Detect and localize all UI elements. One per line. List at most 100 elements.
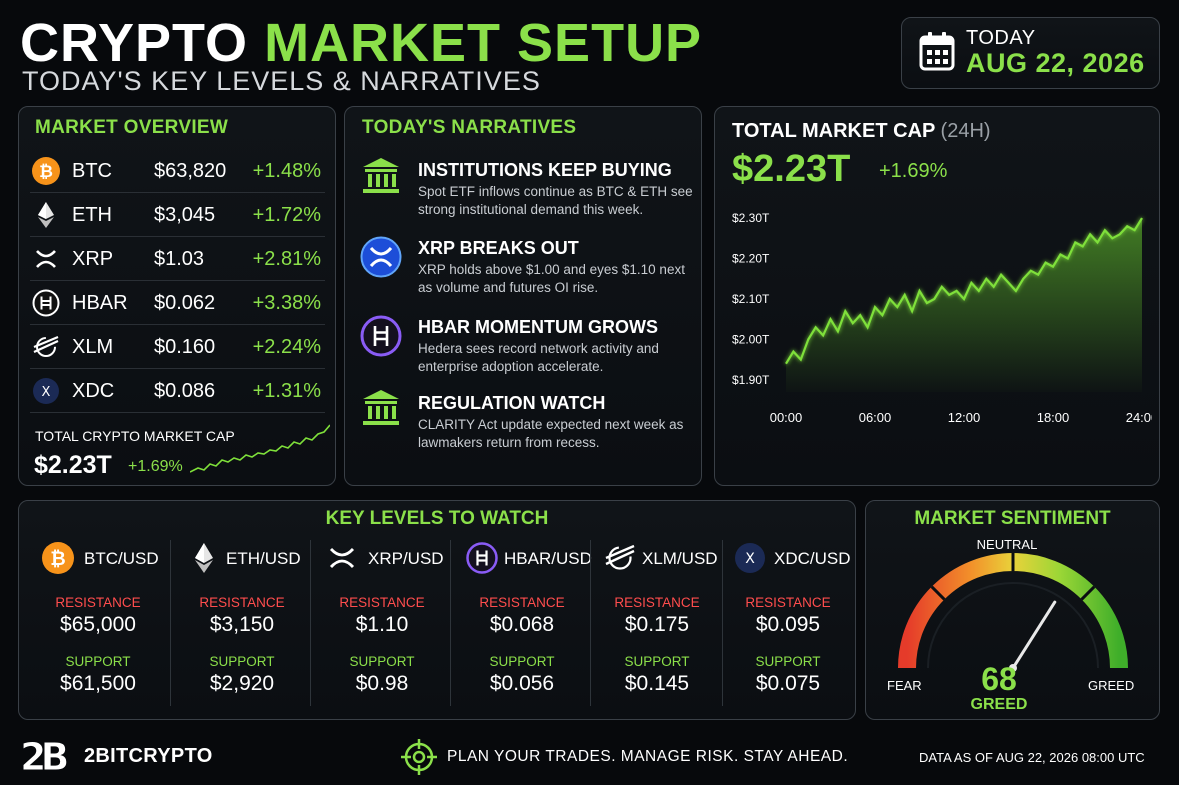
resistance-label: RESISTANCE: [339, 595, 425, 610]
resistance-value: $3,150: [209, 613, 275, 636]
coin-price: $3,045: [154, 204, 216, 226]
narrative-heading: INSTITUTIONS KEEP BUYING: [418, 160, 672, 180]
resistance-label: RESISTANCE: [199, 595, 285, 610]
2bitcrypto-logo: 2B: [20, 736, 74, 774]
key-level-eth[interactable]: ETH/USD RESISTANCE $3,150 SUPPORT $2,920: [174, 540, 310, 710]
pair-label: XLM/USD: [642, 549, 718, 568]
x-tick-label: 18:00: [1037, 410, 1070, 425]
market-overview-title: MARKET OVERVIEW: [35, 117, 229, 138]
btc-icon: ₿: [32, 157, 60, 185]
key-levels-title: KEY LEVELS TO WATCH: [325, 508, 549, 529]
calendar-icon: [919, 32, 955, 71]
data-timestamp: DATA AS OF AUG 22, 2026 08:00 UTC: [919, 750, 1145, 765]
title-white: CRYPTO: [20, 13, 249, 73]
y-tick-label: $2.10T: [732, 292, 770, 306]
key-level-xlm[interactable]: XLM/USD RESISTANCE $0.175 SUPPORT $0.145: [594, 540, 720, 710]
sparkline-line: [190, 424, 330, 473]
support-value: $0.98: [355, 672, 409, 695]
market-sentiment-title: MARKET SENTIMENT: [914, 508, 1111, 529]
gauge-inner-arc: [927, 582, 1099, 669]
support-label: SUPPORT: [65, 654, 131, 669]
narrative-body: Hedera sees record network activity and …: [418, 341, 659, 374]
total-market-cap-label: TOTAL CRYPTO MARKET CAP: [35, 428, 235, 444]
y-tick-label: $2.30T: [732, 211, 770, 225]
coin-price: $0.160: [154, 336, 216, 358]
coin-price: $0.086: [154, 380, 216, 402]
svg-text:₿: ₿: [39, 162, 53, 182]
gauge-tick: [1080, 585, 1096, 601]
x-tick-label: 00:00: [770, 410, 803, 425]
key-level-xrp[interactable]: XRP/USD RESISTANCE $1.10 SUPPORT $0.98: [314, 540, 450, 710]
market-overview-panel: [18, 106, 336, 486]
support-value: $0.145: [624, 672, 690, 695]
pair-label: ETH/USD: [226, 549, 301, 568]
support-label: SUPPORT: [349, 654, 415, 669]
target-icon: [401, 739, 437, 775]
neutral-label: NEUTRAL: [977, 537, 1038, 552]
coin-symbol: XRP: [72, 248, 114, 270]
coin-symbol: XDC: [72, 380, 115, 402]
coin-price: $0.062: [154, 292, 216, 314]
svg-text:X: X: [745, 551, 755, 567]
narrative-body: Spot ETF inflows continue as BTC & ETH s…: [418, 184, 693, 217]
divider: [170, 540, 171, 706]
pair-label: BTC/USD: [84, 549, 159, 568]
key-level-hbar[interactable]: HBAR/USD RESISTANCE $0.068 SUPPORT $0.05…: [454, 540, 592, 710]
support-label: SUPPORT: [209, 654, 275, 669]
institution-icon: [363, 158, 399, 193]
market-cap-sparkline: [190, 424, 330, 473]
resistance-label: RESISTANCE: [745, 595, 831, 610]
coin-change: +3.38%: [252, 292, 321, 314]
chart-title: TOTAL MARKET CAP (24H): [732, 120, 991, 143]
coin-change: +2.81%: [252, 248, 321, 270]
y-tick-label: $1.90T: [732, 373, 770, 387]
page-subtitle: TODAY'S KEY LEVELS & NARRATIVES: [22, 66, 541, 96]
support-value: $2,920: [209, 672, 275, 695]
svg-text:X: X: [42, 385, 51, 400]
key-level-xdc[interactable]: X XDC/USD RESISTANCE $0.095 SUPPORT $0.0…: [726, 540, 851, 710]
coin-row-eth[interactable]: ETH $3,045 +1.72%: [30, 193, 325, 237]
narratives-panel: [344, 106, 702, 486]
support-value: $0.075: [755, 672, 821, 695]
sentiment-gauge: NEUTRAL FEAR GREED 68 GREED: [887, 537, 1134, 710]
narrative-heading: REGULATION WATCH: [418, 393, 606, 413]
key-levels-panel: [18, 500, 856, 720]
key-level-btc[interactable]: ₿ BTC/USD RESISTANCE $65,000 SUPPORT $61…: [30, 540, 166, 710]
coin-row-xrp[interactable]: XRP $1.03 +2.81%: [30, 237, 325, 281]
fear-label: FEAR: [887, 678, 922, 693]
narrative-heading: HBAR MOMENTUM GROWS: [418, 317, 658, 337]
eth-icon: [195, 543, 213, 573]
coin-symbol: BTC: [72, 160, 112, 182]
coin-row-xdc[interactable]: X XDC $0.086 +1.31%: [30, 369, 325, 413]
coin-row-btc[interactable]: ₿ BTC $63,820 +1.48%: [30, 149, 325, 193]
divider: [310, 540, 311, 706]
coin-symbol: XLM: [72, 336, 114, 358]
market-cap-change: +1.69%: [879, 160, 948, 182]
coin-row-hbar[interactable]: HBAR $0.062 +3.38%: [30, 281, 325, 325]
gauge-hub: [1009, 664, 1017, 672]
resistance-value: $0.068: [489, 613, 555, 636]
xlm-icon: [33, 335, 59, 357]
chart-period: (24H): [940, 120, 991, 142]
hbar-icon: [360, 315, 402, 357]
coin-symbol: HBAR: [72, 292, 128, 314]
support-value: $0.056: [489, 672, 555, 695]
resistance-value: $0.175: [624, 613, 690, 636]
coin-row-xlm[interactable]: XLM $0.160 +2.24%: [30, 325, 325, 369]
market-cap-line-chart: $1.90T $2.00T $2.10T $2.20T $2.30T 00:00 06:00…: [732, 211, 1152, 425]
hbar-icon: [466, 542, 498, 574]
x-tick-label: 12:00: [948, 410, 981, 425]
eth-icon: [38, 202, 54, 228]
xlm-icon: [605, 544, 635, 570]
brand-name: 2BITCRYPTO: [84, 745, 213, 767]
x-tick-label: 24:00: [1126, 410, 1152, 425]
total-market-cap-value: $2.23T: [34, 451, 112, 479]
today-date: AUG 22, 2026: [966, 48, 1145, 78]
coin-change: +1.31%: [252, 380, 321, 402]
support-label: SUPPORT: [755, 654, 821, 669]
narrative-body: CLARITY Act update expected next week as…: [418, 417, 684, 450]
footer-tagline: PLAN YOUR TRADES. MANAGE RISK. STAY AHEA…: [447, 748, 849, 765]
coin-change: +1.72%: [252, 204, 321, 226]
market-cap-value: $2.23T: [732, 148, 851, 190]
total-market-cap-change: +1.69%: [128, 458, 183, 475]
